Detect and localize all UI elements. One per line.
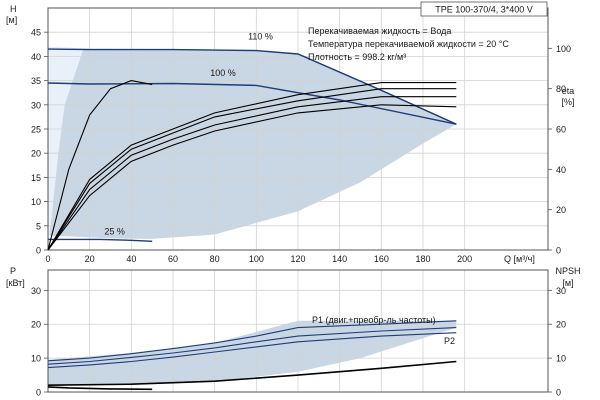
series-110 (47, 48, 457, 125)
y-left-tick-label: 45 (31, 28, 41, 38)
y-left-tick-label: 40 (31, 52, 41, 62)
npsh-tick-label: 20 (556, 320, 566, 330)
y-left-tick-label: 0 (36, 246, 41, 256)
series-25 (48, 238, 153, 242)
x-tick-label: 40 (126, 254, 136, 264)
p-tick-label: 30 (31, 286, 41, 296)
npsh-axis-unit: [м] (562, 278, 573, 288)
x-tick-label: 180 (415, 254, 430, 264)
series-p1 (47, 320, 457, 362)
efficiency-curve (47, 82, 457, 251)
p-tick-label: 10 (31, 354, 41, 364)
y-left-tick-label: 15 (31, 173, 41, 183)
y-left-tick-label: 20 (31, 149, 41, 159)
y-left-tick-label: 35 (31, 76, 41, 86)
npsh-tick-label: 10 (556, 354, 566, 364)
efficiency-curve (47, 80, 153, 251)
x-tick-label: 120 (290, 254, 305, 264)
npsh-tick-label: 30 (556, 286, 566, 296)
y-right-tick-label: 80 (556, 84, 566, 94)
p-tick-label: 0 (36, 388, 41, 398)
y-right-tick-label: 0 (556, 246, 561, 256)
p2-label: P2 (444, 336, 455, 346)
low-flow-area (48, 46, 84, 251)
curve-label-100: 100 % (210, 68, 236, 78)
y-right-tick-label: 20 (556, 205, 566, 215)
npsh-tick-label: 0 (556, 388, 561, 398)
efficiency-curve (47, 96, 457, 251)
series-p2 (47, 327, 457, 365)
x-tick-label: 80 (210, 254, 220, 264)
plot-frame-bottom (47, 269, 549, 393)
power-curve (47, 332, 457, 369)
x-axis-label: Q [м³/ч] (504, 254, 535, 264)
curve-label-25: 25 % (104, 227, 125, 237)
info-text-line: Перекачиваемая жидкость = Вода (308, 26, 451, 36)
y-right-tick-label: 100 (556, 44, 571, 54)
power-operating-area (48, 320, 457, 386)
p-tick-label: 20 (31, 320, 41, 330)
chart-title: TPE 100-370/4, 3*400 V (435, 5, 533, 15)
info-text-line: Плотность = 998.2 кг/м³ (308, 52, 406, 62)
x-tick-label: 200 (457, 254, 472, 264)
efficiency-curve (47, 104, 457, 251)
x-tick-label: 160 (374, 254, 389, 264)
efficiency-curve (47, 88, 457, 251)
x-tick-label: 20 (85, 254, 95, 264)
npsh-curve (47, 360, 457, 386)
y-left-unit: [м] (6, 15, 17, 25)
p1-label: P1 (двиг.+преобр-ль частоты) (312, 315, 436, 325)
plot-frame-top (47, 7, 549, 251)
p-axis-label: P (10, 266, 16, 276)
y-left-label: H (10, 4, 17, 14)
x-tick-label: 60 (168, 254, 178, 264)
title-box (420, 1, 548, 17)
y-left-tick-label: 30 (31, 100, 41, 110)
x-tick-label: 140 (332, 254, 347, 264)
y-left-tick-label: 10 (31, 197, 41, 207)
curve-label-110: 110 % (248, 31, 273, 41)
y-left-tick-label: 25 (31, 125, 41, 135)
x-tick-label: 100 (249, 254, 264, 264)
series-100 (47, 82, 457, 125)
p-axis-unit: [кВт] (6, 278, 25, 288)
npsh-axis-label: NPSH (555, 266, 580, 276)
y-right-label: eta (562, 86, 575, 96)
y-right-unit: [%] (561, 97, 574, 107)
x-tick-label: 0 (45, 254, 50, 264)
power-curve (47, 386, 153, 391)
y-right-tick-label: 60 (556, 125, 566, 135)
y-right-tick-label: 40 (556, 165, 566, 175)
info-text-line: Температура перекачиваемой жидкости = 20… (308, 39, 509, 49)
y-left-tick-label: 5 (36, 221, 41, 231)
operating-range-area (48, 46, 457, 239)
